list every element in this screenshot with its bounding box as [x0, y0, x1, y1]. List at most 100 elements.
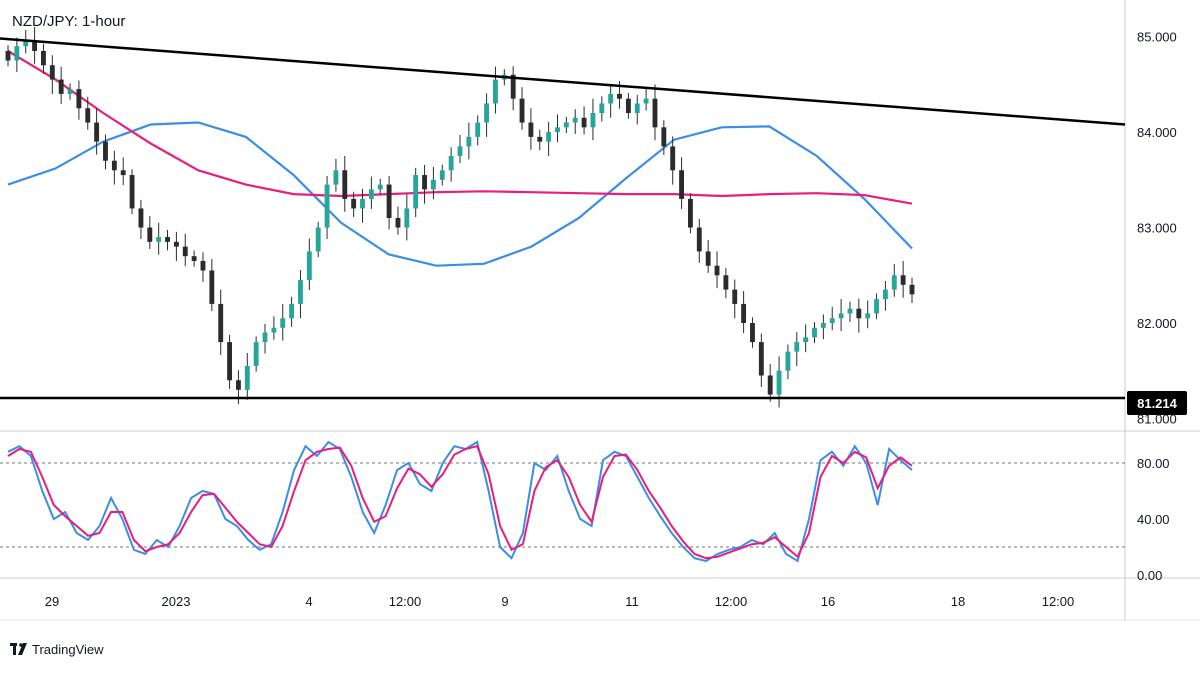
- time-axis: 29 2023 4 12:00 9 11 12:00 16 18 12:00: [45, 594, 1075, 609]
- candle-body: [173, 241, 179, 247]
- candle-body: [563, 122, 569, 128]
- candle-body: [14, 46, 20, 61]
- candle-body: [430, 179, 436, 190]
- candle-body: [643, 98, 649, 104]
- candle-body: [5, 50, 11, 61]
- price-tick-label: 85.000: [1137, 30, 1177, 45]
- candle-body: [891, 275, 897, 290]
- candle-body: [856, 308, 862, 319]
- price-tick-label: 84.000: [1137, 125, 1177, 140]
- candle-body: [546, 132, 552, 142]
- time-tick-label: 11: [625, 594, 639, 609]
- time-tick-label: 16: [821, 594, 835, 609]
- price-tick-label: 81.000: [1137, 411, 1177, 426]
- candle-body: [776, 370, 782, 395]
- candle-body: [590, 113, 596, 128]
- candle-body: [244, 365, 250, 390]
- candle-body: [138, 208, 144, 228]
- candle-body: [625, 98, 631, 113]
- candle-body: [377, 184, 383, 190]
- candle-body: [732, 289, 738, 304]
- candle-body: [209, 270, 215, 304]
- candle-body: [803, 337, 809, 343]
- candle-body: [555, 127, 560, 133]
- time-tick-label: 4: [305, 594, 312, 609]
- candle-body: [253, 342, 259, 366]
- candle-body: [909, 284, 915, 295]
- candle-body: [324, 184, 330, 228]
- candle-body: [422, 175, 427, 190]
- stoch-d-line: [7, 445, 913, 560]
- candle-body: [156, 237, 162, 242]
- candle-body: [404, 208, 410, 228]
- stoch-k-line: [7, 440, 913, 563]
- stochastic-levels: [0, 462, 1125, 548]
- candle-body: [475, 122, 481, 137]
- candle-body: [49, 65, 55, 80]
- stoch-tick-label: 80.00: [1137, 456, 1170, 471]
- candle-body: [758, 342, 764, 376]
- candle-body: [235, 380, 241, 390]
- ma-blue-line: [7, 121, 913, 267]
- candle-body: [227, 342, 233, 381]
- candle-body: [829, 318, 835, 323]
- candle-body: [200, 260, 206, 271]
- candle-body: [608, 93, 614, 104]
- tradingview-logo-icon: [10, 643, 27, 655]
- candle-body: [218, 303, 224, 343]
- price-tick-label: 82.000: [1137, 316, 1177, 331]
- candle-body: [129, 175, 135, 209]
- stochastic-axis: 80.00 40.00 0.00: [1137, 456, 1170, 583]
- candle-body: [351, 198, 357, 209]
- candle-body: [493, 79, 498, 104]
- candle-body: [262, 332, 268, 343]
- candle-body: [847, 308, 853, 314]
- candle-body: [670, 146, 676, 171]
- candle-body: [882, 289, 888, 300]
- candle-body: [41, 50, 46, 66]
- candle-body: [306, 251, 312, 281]
- candle-body: [696, 227, 702, 252]
- candle-body: [413, 175, 419, 209]
- candle-body: [714, 265, 720, 276]
- time-tick-label: 9: [501, 594, 508, 609]
- candle-body: [812, 327, 817, 338]
- candle-body: [342, 170, 348, 199]
- candle-body: [484, 103, 490, 123]
- candle-body: [528, 122, 534, 137]
- price-tick-label: 83.000: [1137, 221, 1177, 236]
- candle-body: [838, 313, 844, 319]
- candle-body: [271, 327, 277, 333]
- chart-title: NZD/JPY: 1-hour: [12, 13, 125, 30]
- trendlines: [0, 37, 1126, 400]
- candle-body: [147, 227, 153, 242]
- candle-body: [794, 342, 800, 352]
- candle-body: [289, 303, 295, 319]
- candle-body: [785, 351, 791, 371]
- candle-body: [767, 375, 773, 395]
- candle-body: [537, 136, 543, 142]
- time-tick-label: 2023: [162, 594, 191, 609]
- price-label-text: 81.214: [1137, 396, 1178, 411]
- candle-body: [634, 103, 640, 113]
- candle-body: [120, 170, 126, 176]
- stoch-tick-label: 0.00: [1137, 568, 1162, 583]
- candle-body: [58, 79, 64, 94]
- trendline-descending-resistance: [0, 37, 1126, 126]
- candle-body: [705, 251, 711, 266]
- candle-body: [315, 227, 321, 252]
- price-axis: 85.000 84.000 83.000 82.000 81.000: [1137, 30, 1177, 427]
- candle-body: [572, 117, 578, 123]
- candle-body: [652, 98, 658, 128]
- candle-body: [874, 299, 879, 314]
- candle-body: [439, 170, 445, 180]
- candle-body: [687, 198, 693, 228]
- candle-body: [23, 41, 29, 47]
- candle-body: [865, 313, 871, 319]
- stochastic-oscillator: [7, 440, 913, 563]
- brand-name: TradingView: [32, 642, 104, 657]
- candle-body: [820, 323, 826, 328]
- candle-body: [280, 318, 286, 328]
- candle-body: [386, 184, 392, 218]
